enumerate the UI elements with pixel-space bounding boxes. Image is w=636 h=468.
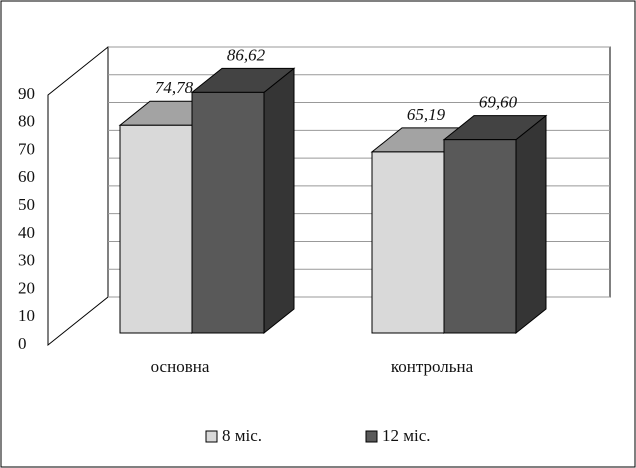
y-tick-label: 60	[18, 167, 35, 186]
y-tick-label: 50	[18, 195, 35, 214]
y-tick-label: 70	[18, 139, 35, 158]
legend-swatch	[365, 430, 378, 443]
legend-label: 8 міс.	[222, 426, 262, 445]
value-label: 65,19	[407, 105, 446, 124]
y-tick-label: 30	[18, 251, 35, 270]
legend-swatch	[205, 430, 218, 443]
x-tick-label: основна	[151, 357, 210, 376]
bar	[371, 151, 445, 334]
bar	[191, 91, 265, 334]
y-tick-label: 0	[18, 334, 27, 353]
side-wall	[47, 45, 109, 347]
legend-label: 12 міс.	[382, 426, 431, 445]
value-label: 86,62	[227, 45, 266, 64]
y-tick-label: 80	[18, 112, 35, 131]
bar	[119, 124, 193, 334]
x-tick-label: контрольна	[391, 357, 474, 376]
y-tick-label: 90	[18, 84, 35, 103]
y-tick-label: 40	[18, 223, 35, 242]
bar-side	[263, 67, 295, 335]
y-tick-label: 10	[18, 306, 35, 325]
value-label: 74,78	[155, 78, 194, 97]
bar	[443, 139, 517, 334]
value-label: 69,60	[479, 93, 518, 112]
y-tick-label: 20	[18, 278, 35, 297]
bar-side	[515, 114, 547, 335]
